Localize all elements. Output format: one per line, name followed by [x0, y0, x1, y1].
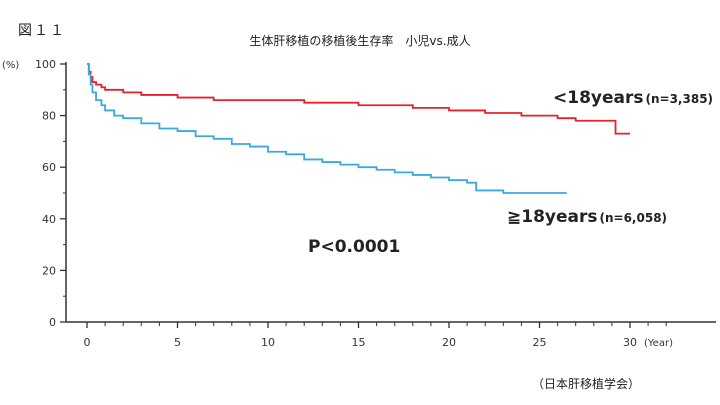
y-unit-label: (%) [2, 60, 19, 71]
x-tick-label: 30 [623, 336, 637, 349]
x-tick-label: 10 [261, 336, 275, 349]
x-tick-label: 15 [352, 336, 366, 349]
x-unit-label: (Year) [644, 338, 673, 349]
series-name: ≧18years [507, 207, 598, 227]
axes-group: 0 20 40 60 80 100 0 5 10 15 20 25 30 (%) (Year) [2, 58, 716, 349]
y-tick-label: 20 [42, 264, 56, 277]
series-label-1: ≧18years (n=6,058) [507, 207, 667, 227]
y-tick-label: 100 [35, 58, 56, 71]
series-lines [87, 63, 630, 194]
series-label-0: <18years (n=3,385) [553, 88, 713, 108]
series-line-0 [87, 63, 630, 135]
x-tick-label: 20 [442, 336, 456, 349]
x-tick-label: 25 [533, 336, 547, 349]
series-labels: <18years (n=3,385) ≧18years (n=6,058) P<0.00… [308, 88, 713, 257]
series-name: <18years [553, 88, 644, 108]
series-n-label: (n=6,058) [600, 211, 668, 225]
p-value-annotation: P<0.0001 [308, 237, 400, 257]
series-n-label: (n=3,385) [646, 92, 714, 106]
x-tick-label: 0 [84, 336, 91, 349]
series-line-1 [87, 63, 567, 194]
chart-title: 生体肝移植の移植後生存率 小児vs.成人 [249, 34, 471, 48]
y-tick-label: 60 [42, 161, 56, 174]
x-tick-label: 5 [174, 336, 181, 349]
source-note: （日本肝移植学会） [532, 377, 641, 391]
y-tick-label: 0 [49, 316, 56, 329]
y-tick-label: 40 [42, 213, 56, 226]
figure-label: 図１１ [18, 23, 66, 39]
y-tick-label: 80 [42, 110, 56, 123]
